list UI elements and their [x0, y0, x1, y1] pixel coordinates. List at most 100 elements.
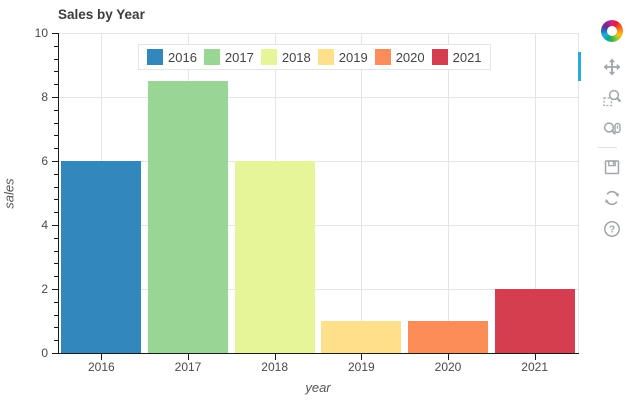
y-tick-label-8: 8: [41, 90, 48, 104]
y-minor-tick: [54, 122, 58, 124]
y-minor-tick: [54, 173, 58, 175]
y-major-tick-0: [52, 353, 58, 354]
bar-2016: [61, 161, 142, 353]
y-minor-tick: [54, 199, 58, 201]
bar-2021: [494, 289, 575, 353]
gridline-y-6: [58, 161, 578, 162]
legend-label: 2021: [452, 49, 482, 65]
pan-icon: [603, 58, 621, 75]
bar-2019: [321, 321, 402, 353]
y-minor-tick: [54, 212, 58, 214]
legend-swatch-2018: [260, 49, 277, 65]
x-tick-label-2018: 2018: [261, 360, 288, 374]
legend-label: 2020: [395, 49, 425, 65]
y-tick-label-4: 4: [41, 218, 48, 232]
tool-save-button[interactable]: [597, 151, 627, 182]
x-tick-label-2019: 2019: [347, 360, 375, 374]
legend-item-2021: 2021: [431, 49, 482, 65]
x-tick-label-2020: 2020: [434, 360, 462, 374]
legend: 2016 2017 2018 2019 2020 2021: [138, 44, 491, 70]
legend-item-2020: 2020: [374, 49, 425, 65]
y-minor-tick: [54, 148, 58, 150]
x-tick-2020: [448, 354, 449, 360]
y-minor-tick: [54, 301, 58, 303]
y-major-tick-4: [52, 225, 58, 226]
help-icon: ?: [604, 220, 620, 237]
x-tick-2016: [101, 354, 103, 360]
x-axis-label: year: [305, 380, 331, 395]
y-major-tick-2: [52, 289, 58, 290]
y-minor-tick: [54, 45, 58, 47]
y-minor-tick: [54, 327, 58, 329]
tool-help-button[interactable]: ?: [597, 213, 627, 244]
box-zoom-icon: [603, 89, 621, 106]
bokeh-logo[interactable]: [601, 20, 623, 42]
y-tick-label-2: 2: [41, 282, 48, 296]
legend-item-2019: 2019: [317, 49, 368, 65]
bokeh-toolbar: ?: [578, 20, 628, 244]
legend-swatch-2021: [431, 49, 448, 65]
tool-wheel-zoom-button[interactable]: [597, 113, 627, 144]
y-minor-tick: [54, 71, 58, 73]
y-minor-tick: [54, 135, 58, 137]
chart-title: Sales by Year: [58, 7, 145, 22]
y-minor-tick: [54, 84, 58, 86]
legend-item-2016: 2016: [147, 49, 197, 65]
y-minor-tick: [54, 314, 58, 316]
y-minor-tick: [54, 58, 58, 60]
x-tick-2021: [534, 354, 536, 360]
gridline-y-8: [58, 97, 578, 98]
legend-label: 2017: [224, 49, 254, 65]
bar-2020: [408, 321, 488, 353]
tool-pan-button[interactable]: [578, 51, 627, 82]
x-tick-label-2021: 2021: [521, 360, 548, 374]
bar-2018: [234, 161, 315, 353]
reset-icon: [605, 190, 619, 205]
y-minor-tick: [54, 263, 58, 265]
toolbar-divider: [597, 147, 617, 148]
plot-outline-top: [58, 33, 578, 34]
x-tick-label-2016: 2016: [87, 360, 115, 374]
toolbar-tools: ?: [578, 51, 627, 244]
y-minor-tick: [54, 109, 58, 111]
y-minor-tick: [54, 276, 58, 278]
legend-swatch-2016: [147, 49, 163, 65]
legend-label: 2016: [168, 49, 197, 65]
save-icon: [604, 159, 620, 174]
active-tool-indicator: [578, 52, 581, 81]
y-minor-tick: [54, 250, 58, 252]
y-major-tick-6: [52, 161, 58, 162]
legend-swatch-2019: [317, 49, 334, 65]
gridline-x-2020: [448, 33, 449, 353]
y-tick-label-0: 0: [41, 346, 48, 360]
y-axis-label: sales: [1, 178, 17, 209]
gridline-y-2: [58, 289, 578, 290]
legend-item-2017: 2017: [203, 49, 254, 65]
tool-box-zoom-button[interactable]: [597, 82, 627, 113]
x-tick-2019: [361, 354, 363, 360]
legend-swatch-2017: [203, 49, 220, 65]
y-major-tick-10: [52, 33, 58, 34]
svg-text:?: ?: [609, 224, 615, 235]
wheel-zoom-icon: [603, 121, 621, 134]
y-minor-tick: [54, 340, 58, 342]
y-axis-line: [58, 33, 59, 354]
x-tick-2018: [274, 354, 276, 360]
y-major-tick-8: [52, 97, 58, 98]
legend-swatch-2020: [374, 49, 391, 65]
bar-2017: [148, 81, 228, 353]
legend-item-2018: 2018: [260, 49, 311, 65]
y-minor-tick: [54, 186, 58, 188]
x-tick-2017: [188, 354, 189, 360]
tool-reset-button[interactable]: [597, 182, 627, 213]
x-axis-line: [58, 353, 579, 354]
x-tick-label-2017: 2017: [174, 360, 202, 374]
y-tick-label-6: 6: [41, 154, 48, 168]
legend-label: 2018: [281, 49, 311, 65]
gridline-x-2021: [534, 33, 536, 353]
plot-outline-right: [578, 33, 579, 353]
y-tick-label-10: 10: [34, 26, 48, 40]
gridline-x-2019: [361, 33, 363, 353]
